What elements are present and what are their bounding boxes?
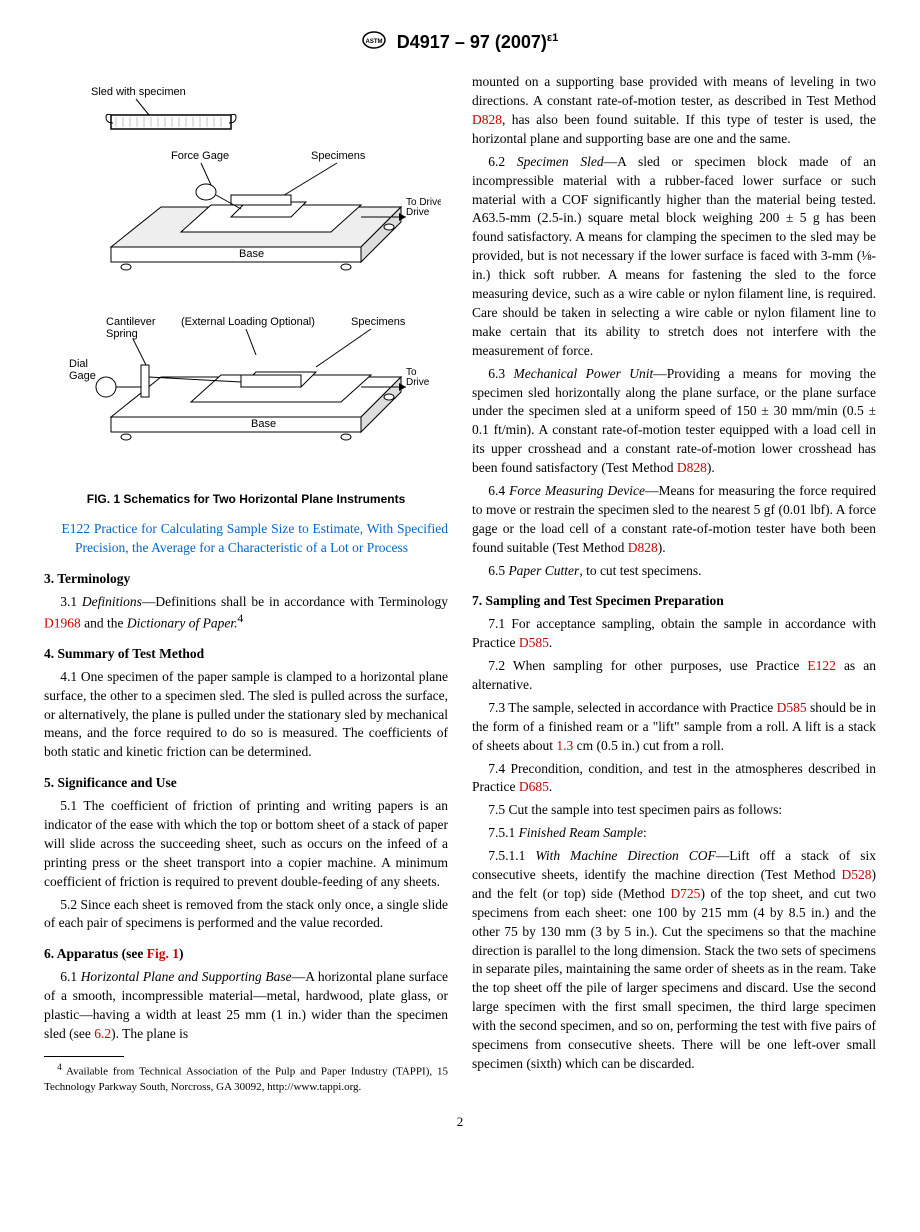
para-6-4: 6.4 Force Measuring Device—Means for mea… — [472, 482, 876, 558]
epsilon-sup: ε1 — [547, 32, 558, 44]
footnote-4: 4 Available from Technical Association o… — [44, 1061, 448, 1095]
para-6-5: 6.5 Paper Cutter, to cut test specimens. — [472, 562, 876, 581]
section-3-heading: 3. Terminology — [44, 570, 448, 589]
figure-1: Sled with specimen Force Gage Specimens — [44, 73, 448, 508]
section-7-heading: 7. Sampling and Test Specimen Preparatio… — [472, 592, 876, 611]
para-6-3: 6.3 Mechanical Power Unit—Providing a me… — [472, 365, 876, 478]
standard-number: D4917 – 97 (2007) — [397, 32, 547, 52]
para-5-2: 5.2 Since each sheet is removed from the… — [44, 896, 448, 934]
para-7-2: 7.2 When sampling for other purposes, us… — [472, 657, 876, 695]
ref-d1968[interactable]: D1968 — [44, 615, 81, 630]
ref-d585-1[interactable]: D585 — [519, 635, 549, 650]
para-7-3: 7.3 The sample, selected in accordance w… — [472, 699, 876, 756]
svg-text:Spring: Spring — [106, 328, 138, 340]
label-dial-gage: Dial — [69, 358, 88, 370]
ref-d828-3[interactable]: D828 — [628, 540, 658, 555]
para-6-1a: 6.1 Horizontal Plane and Supporting Base… — [44, 968, 448, 1044]
para-7-5-1-1: 7.5.1.1 With Machine Direction COF—Lift … — [472, 847, 876, 1074]
ref-e122-block: E122 Practice for Calculating Sample Siz… — [44, 520, 448, 558]
ref-d828-1[interactable]: D828 — [472, 112, 502, 127]
ref-d725[interactable]: D725 — [670, 886, 700, 901]
ref-fig-1[interactable]: Fig. 1 — [147, 946, 179, 961]
ref-d685[interactable]: D685 — [519, 779, 549, 794]
ref-6-2[interactable]: 6.2 — [94, 1026, 111, 1041]
label-force-gage: Force Gage — [171, 150, 229, 162]
label-cantilever-spring: Cantilever — [106, 316, 156, 328]
astm-logo: ASTM — [362, 31, 386, 55]
section-6-heading: 6. Apparatus (see Fig. 1) — [44, 945, 448, 964]
label-specimens-1: Specimens — [311, 150, 366, 162]
svg-text:ASTM: ASTM — [365, 39, 382, 45]
ref-d585-2[interactable]: D585 — [777, 700, 807, 715]
figure-1-caption: FIG. 1 Schematics for Two Horizontal Pla… — [44, 491, 448, 508]
para-4-1: 4.1 One specimen of the paper sample is … — [44, 668, 448, 762]
para-5-1: 5.1 The coefficient of friction of print… — [44, 797, 448, 891]
footnote-rule — [44, 1056, 124, 1057]
label-external-loading: (External Loading Optional) — [181, 316, 315, 328]
ref-e122-2[interactable]: E122 — [807, 658, 836, 673]
label-base-1: Base — [239, 248, 264, 260]
label-base-2: Base — [251, 418, 276, 430]
page-number: 2 — [44, 1113, 876, 1131]
para-7-4: 7.4 Precondition, condition, and test in… — [472, 760, 876, 798]
para-6-2: 6.2 Specimen Sled—A sled or specimen blo… — [472, 153, 876, 361]
label-specimens-2: Specimens — [351, 316, 406, 328]
para-6-1b: mounted on a supporting base provided wi… — [472, 73, 876, 149]
para-7-5-1: 7.5.1 Finished Ream Sample: — [472, 824, 876, 843]
section-4-heading: 4. Summary of Test Method — [44, 645, 448, 664]
section-5-heading: 5. Significance and Use — [44, 774, 448, 793]
figure-1-svg: Sled with specimen Force Gage Specimens — [51, 77, 441, 477]
svg-text:Drive: Drive — [406, 207, 430, 218]
ref-e122-link[interactable]: E122 — [62, 521, 91, 536]
para-3-1: 3.1 Definitions—Definitions shall be in … — [44, 593, 448, 633]
label-sled-with-specimen: Sled with specimen — [91, 86, 186, 98]
svg-text:Drive: Drive — [406, 377, 430, 388]
page-header: ASTM D4917 – 97 (2007)ε1 — [44, 30, 876, 55]
svg-text:Gage: Gage — [69, 370, 96, 382]
para-7-5: 7.5 Cut the sample into test specimen pa… — [472, 801, 876, 820]
para-7-1: 7.1 For acceptance sampling, obtain the … — [472, 615, 876, 653]
ref-d528[interactable]: D528 — [842, 867, 872, 882]
ref-d828-2[interactable]: D828 — [677, 460, 707, 475]
